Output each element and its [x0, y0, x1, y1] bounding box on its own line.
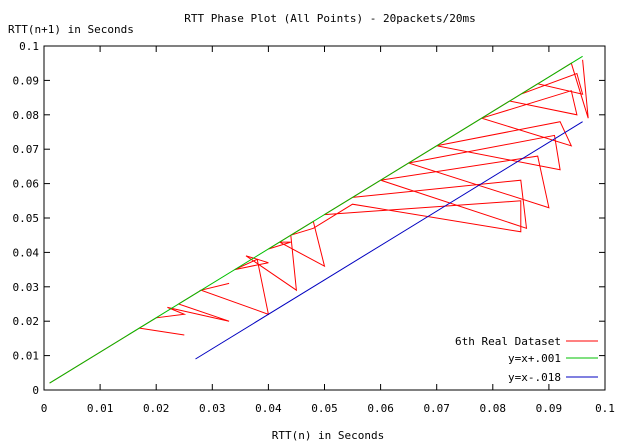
y-tick-label: 0.1	[19, 40, 39, 53]
axis-ticks: 0 0.01 0.02 0.03 0.04 0.05 0.06 0.07 0.08 0.09 0.1…	[13, 40, 615, 415]
legend-label: 6th Real Dataset	[455, 335, 561, 348]
x-tick-label: 0.06	[367, 402, 394, 415]
x-tick-label: 0.07	[423, 402, 450, 415]
x-tick-label: 0.01	[87, 402, 114, 415]
x-tick-label: 0.08	[480, 402, 507, 415]
series-layer	[49, 55, 589, 384]
y-tick-label: 0	[32, 384, 39, 397]
x-axis-label: RTT(n) in Seconds	[272, 429, 385, 442]
legend-label: y=x-.018	[508, 371, 561, 384]
legend: 6th Real Dataset y=x+.001 y=x-.018	[455, 335, 598, 384]
y-tick-label: 0.07	[13, 143, 40, 156]
x-tick-label: 0.05	[311, 402, 338, 415]
series-line-1	[49, 55, 583, 384]
y-tick-label: 0.08	[13, 109, 40, 122]
x-tick-label: 0.02	[143, 402, 170, 415]
x-tick-label: 0.09	[536, 402, 563, 415]
y-tick-label: 0.03	[13, 281, 40, 294]
y-tick-label: 0.05	[13, 212, 40, 225]
y-tick-label: 0.06	[13, 178, 40, 191]
y-tick-label: 0.02	[13, 315, 40, 328]
x-tick-label: 0.03	[199, 402, 226, 415]
x-tick-label: 0.04	[255, 402, 282, 415]
plot-frame	[43, 45, 606, 391]
y-tick-label: 0.01	[13, 350, 40, 363]
series-line-2	[195, 121, 583, 360]
legend-label: y=x+.001	[508, 352, 561, 365]
x-tick-label: 0	[41, 402, 48, 415]
chart-title: RTT Phase Plot (All Points) - 20packets/…	[184, 12, 475, 25]
y-tick-label: 0.04	[13, 246, 40, 259]
y-tick-label: 0.09	[13, 74, 40, 87]
y-axis-label: RTT(n+1) in Seconds	[8, 23, 134, 36]
x-tick-label: 0.1	[595, 402, 615, 415]
series-line-0	[49, 59, 589, 384]
